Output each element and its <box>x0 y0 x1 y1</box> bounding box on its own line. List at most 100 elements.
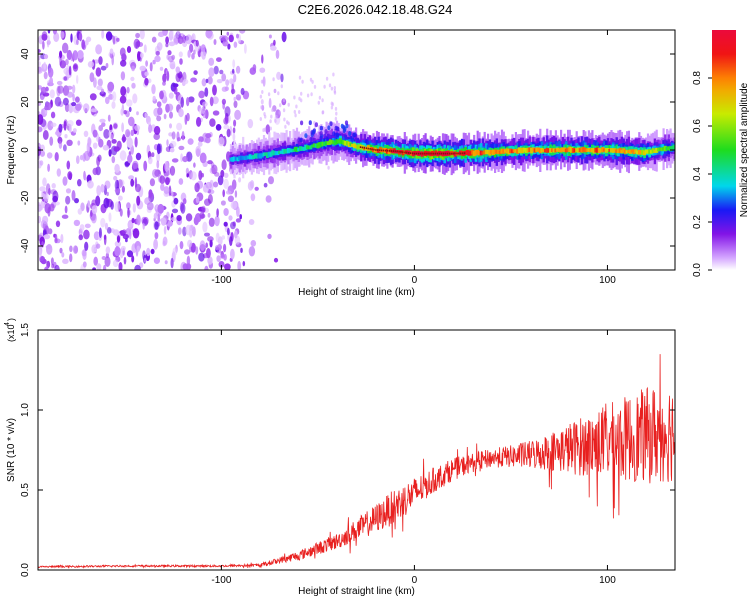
noise-point <box>298 110 301 114</box>
ridge-cell <box>670 146 674 150</box>
noise-point <box>169 147 175 153</box>
noise-point <box>83 150 91 161</box>
noise-point <box>330 101 333 106</box>
ridge-cell <box>594 147 598 153</box>
noise-point <box>225 190 232 195</box>
noise-point <box>130 178 135 187</box>
ridge-cell <box>651 148 655 153</box>
noise-point <box>84 241 89 251</box>
noise-point <box>62 258 69 264</box>
ridge-cell <box>625 150 629 154</box>
noise-point <box>148 156 153 165</box>
ridge-cell <box>344 134 348 140</box>
ridge-cell <box>608 148 612 152</box>
noise-point <box>181 130 185 141</box>
noise-point <box>223 124 230 130</box>
ridge-cell <box>328 134 332 140</box>
ridge-cell <box>321 141 325 146</box>
noise-point <box>116 235 121 243</box>
noise-point <box>154 55 161 63</box>
noise-point <box>318 95 322 100</box>
ridge-cell <box>332 140 335 145</box>
ridge-cell <box>498 150 502 155</box>
noise-point <box>121 185 125 193</box>
noise-point <box>201 106 205 115</box>
noise-point <box>229 236 233 247</box>
noise-point <box>120 86 127 97</box>
heatmap-y-tick-label: 0 <box>20 147 31 153</box>
noise-point <box>40 256 46 263</box>
noise-point <box>63 120 67 131</box>
noise-point <box>187 239 193 248</box>
noise-point <box>205 133 212 139</box>
ridge-cell <box>578 148 582 153</box>
noise-point <box>126 137 133 148</box>
ridge-cell <box>613 148 617 152</box>
noise-point <box>268 34 272 39</box>
noise-point <box>153 125 161 135</box>
noise-point <box>259 67 266 73</box>
noise-point <box>75 96 80 103</box>
noise-point <box>162 236 168 246</box>
noise-point <box>80 202 85 212</box>
ridge-cell <box>618 147 622 153</box>
noise-point <box>199 152 207 164</box>
noise-point <box>205 78 209 84</box>
ridge-cell <box>616 148 620 154</box>
noise-point <box>188 96 195 103</box>
ridge-core <box>448 152 450 155</box>
ridge-cell <box>347 141 351 147</box>
noise-point <box>170 217 177 222</box>
ridge-cell <box>540 147 544 153</box>
ridge-core <box>458 152 460 155</box>
noise-point <box>107 81 115 92</box>
ridge-core <box>440 152 443 155</box>
noise-point <box>132 160 139 170</box>
noise-point <box>74 198 79 204</box>
noise-point <box>68 124 72 134</box>
ridge-cell <box>467 150 471 156</box>
noise-point <box>84 223 91 229</box>
noise-point <box>232 133 236 141</box>
ridge-cell <box>573 148 577 152</box>
noise-point <box>233 73 237 83</box>
noise-point <box>38 215 42 224</box>
noise-point <box>151 36 157 43</box>
noise-point <box>236 206 240 218</box>
noise-point <box>150 248 155 255</box>
noise-point <box>101 122 106 127</box>
noise-point <box>92 167 99 176</box>
snr-x-tick-label: 0 <box>412 575 418 586</box>
ridge-cell <box>246 155 250 159</box>
noise-point <box>109 133 114 140</box>
noise-point <box>103 197 110 209</box>
noise-point <box>207 160 213 165</box>
noise-point <box>93 77 97 88</box>
ridge-cell <box>504 149 507 153</box>
ridge-cell <box>345 140 349 146</box>
heatmap-x-tick-label: 0 <box>412 275 418 286</box>
noise-point <box>137 51 141 62</box>
ridge-cell <box>587 148 591 152</box>
noise-point <box>72 128 77 133</box>
noise-point <box>90 108 98 113</box>
ridge-cell <box>292 148 296 152</box>
noise-point <box>111 139 117 144</box>
noise-point <box>212 110 220 116</box>
noise-point <box>185 34 193 45</box>
noise-point <box>58 140 63 149</box>
noise-point <box>49 89 55 99</box>
noise-point <box>267 92 271 97</box>
ridge-cell <box>550 148 554 152</box>
noise-point <box>228 215 233 221</box>
noise-point <box>334 116 338 121</box>
noise-point <box>40 94 45 101</box>
noise-point <box>124 161 130 168</box>
noise-point <box>153 238 159 250</box>
noise-point <box>202 101 208 107</box>
noise-point <box>185 167 189 175</box>
ridge-cell <box>535 147 539 152</box>
noise-point <box>270 45 277 51</box>
noise-point <box>57 85 64 94</box>
